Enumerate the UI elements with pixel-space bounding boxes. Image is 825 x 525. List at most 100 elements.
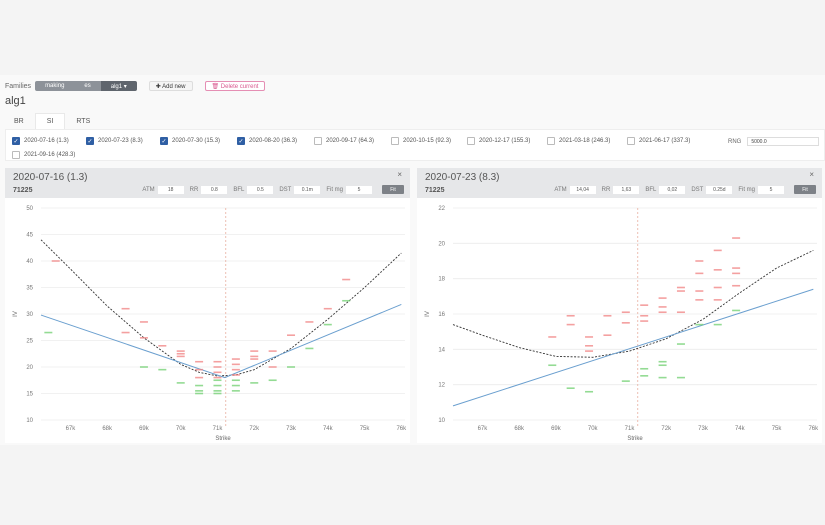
ask-quote-marker — [139, 321, 148, 323]
checkbox-checked-icon[interactable]: ✓ — [86, 137, 94, 145]
y-tick-label: 35 — [26, 286, 33, 292]
y-tick-label: 22 — [438, 206, 445, 212]
ask-quote-marker — [676, 286, 685, 289]
expiry-checkbox[interactable]: 2020-09-17 (64.3) — [314, 136, 374, 146]
bid-quote-marker — [44, 331, 53, 334]
expiry-checkbox[interactable]: ✓ 2020-07-23 (8.3) — [86, 136, 143, 146]
ask-quote-marker — [195, 368, 204, 371]
bid-quote-marker — [658, 364, 667, 367]
y-tick-label: 15 — [26, 392, 33, 398]
fit-mg-input[interactable]: 5 — [346, 185, 372, 194]
ask-quote-marker — [585, 345, 594, 347]
checkbox-empty-icon[interactable] — [391, 137, 399, 145]
ask-quote-marker — [658, 297, 667, 299]
ask-quote-marker — [732, 267, 741, 269]
expiry-checkbox[interactable]: ✓ 2020-07-30 (15.3) — [160, 136, 220, 146]
ask-quote-marker — [603, 334, 612, 336]
ask-quote-marker — [695, 299, 704, 301]
ask-quote-marker — [585, 336, 594, 338]
rr-label: RR — [601, 186, 611, 193]
families-group: making es alg1 ▾ — [35, 81, 137, 91]
close-icon[interactable]: × — [809, 170, 814, 179]
bid-quote-marker — [213, 390, 222, 392]
family-making[interactable]: making — [35, 81, 75, 91]
expiry-checkbox[interactable]: 2021-03-18 (246.3) — [547, 136, 610, 146]
bid-quote-marker — [323, 323, 332, 326]
tab-bar: BR SI RTS — [3, 113, 101, 129]
x-tick-label: 70k — [588, 426, 599, 432]
checkbox-checked-icon[interactable]: ✓ — [160, 137, 168, 145]
ask-quote-marker — [713, 249, 722, 252]
atm-input[interactable]: 14,04 — [569, 185, 596, 194]
expiry-checkbox[interactable]: 2021-06-17 (337.3) — [627, 136, 690, 146]
y-tick-label: 18 — [438, 277, 445, 283]
rng-input[interactable] — [747, 137, 820, 146]
bid-quote-marker — [158, 368, 167, 371]
bid-quote-marker — [548, 364, 557, 367]
x-tick-label: 69k — [139, 426, 150, 432]
y-tick-label: 50 — [26, 206, 33, 212]
dst-label: DST — [691, 186, 704, 193]
close-icon[interactable]: × — [397, 170, 402, 179]
x-axis-label: Strike — [215, 436, 231, 442]
ask-quote-marker — [176, 350, 185, 352]
fit-button[interactable]: Fit — [794, 185, 816, 194]
expiry-label: 2020-09-17 (64.3) — [326, 138, 375, 144]
expiry-label: 2021-03-18 (246.3) — [559, 138, 611, 144]
x-tick-label: 70k — [176, 426, 187, 432]
families-row: Families making es alg1 ▾ ✚ Add new 🗑 De… — [5, 80, 266, 92]
dst-input[interactable]: 0.25d — [706, 185, 733, 194]
bid-quote-marker — [195, 392, 204, 395]
bid-quote-marker — [658, 376, 667, 379]
x-tick-label: 74k — [735, 426, 746, 432]
expiry-selector: RNG ✓ 2020-07-16 (1.3) ✓ 2020-07-23 (8.3) ✓ 2… — [5, 129, 825, 161]
family-es[interactable]: es — [74, 81, 101, 91]
chart-panel-1: 2020-07-16 (1.3) × 71225 ATM 18 RR 0.8 BFL… — [5, 168, 410, 443]
checkbox-checked-icon[interactable]: ✓ — [237, 137, 245, 145]
expiry-checkbox[interactable]: ✓ 2020-07-16 (1.3) — [12, 136, 69, 146]
fit-button[interactable]: Fit — [382, 185, 404, 194]
add-new-button[interactable]: ✚ Add new — [148, 81, 193, 91]
expiry-checkbox[interactable]: 2020-12-17 (155.3) — [467, 136, 530, 146]
fit-mg-input[interactable]: 5 — [758, 185, 784, 194]
x-tick-label: 73k — [698, 426, 709, 432]
expiry-label: 2021-06-17 (337.3) — [639, 138, 691, 144]
families-label: Families — [5, 82, 32, 90]
checkbox-empty-icon[interactable] — [627, 137, 635, 145]
checkbox-empty-icon[interactable] — [547, 137, 555, 145]
ask-quote-marker — [195, 376, 204, 379]
ask-quote-marker — [732, 272, 741, 275]
bid-quote-marker — [213, 379, 222, 382]
tab-si[interactable]: SI — [34, 113, 66, 129]
ask-quote-marker — [658, 311, 667, 314]
delete-current-button[interactable]: 🗑 Delete current — [204, 81, 266, 91]
dst-input[interactable]: 0.1m — [294, 185, 321, 194]
bid-quote-marker — [250, 382, 259, 384]
checkbox-checked-icon[interactable]: ✓ — [12, 137, 20, 145]
rr-input[interactable]: 0.8 — [201, 185, 228, 194]
bfl-input[interactable]: 0,02 — [659, 185, 686, 194]
chart-panel-2: 2020-07-23 (8.3) × 71225 ATM 14,04 RR 1,63… — [417, 168, 822, 443]
expiry-checkbox[interactable]: 2020-10-15 (92.3) — [391, 136, 451, 146]
ask-quote-marker — [732, 284, 741, 287]
rr-input[interactable]: 1,63 — [613, 185, 640, 194]
ask-quote-marker — [268, 350, 277, 352]
x-tick-label: 67k — [478, 426, 489, 432]
checkbox-empty-icon[interactable] — [12, 151, 20, 159]
expiry-checkbox[interactable]: ✓ 2020-08-20 (36.3) — [237, 136, 297, 146]
tab-rts[interactable]: RTS — [76, 117, 91, 125]
checkbox-empty-icon[interactable] — [314, 137, 322, 145]
expiry-checkbox[interactable]: 2021-09-16 (428.3) — [12, 150, 75, 160]
bfl-input[interactable]: 0.5 — [247, 185, 274, 194]
bid-quote-marker — [732, 309, 741, 312]
tab-br[interactable]: BR — [14, 117, 24, 125]
atm-input[interactable]: 18 — [157, 185, 184, 194]
y-axis-label: IV — [425, 311, 431, 317]
checkbox-empty-icon[interactable] — [467, 137, 475, 145]
family-alg1-dropdown[interactable]: alg1 ▾ — [100, 81, 137, 91]
bid-quote-marker — [195, 390, 204, 392]
ask-quote-marker — [640, 314, 649, 317]
x-tick-label: 71k — [625, 426, 636, 432]
bid-quote-marker — [268, 379, 277, 382]
x-tick-label: 75k — [360, 426, 371, 432]
